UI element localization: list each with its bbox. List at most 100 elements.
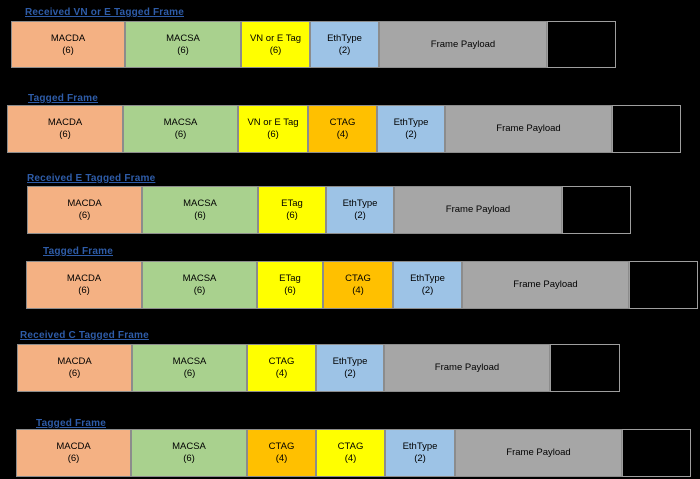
field-box-macda: MACDA (6) <box>17 344 132 392</box>
field-label: EthType <box>410 273 445 284</box>
field-box-macda: MACDA (6) <box>27 186 142 234</box>
field-byte-count: (6) <box>177 44 189 56</box>
frame-row-title-received-e-tagged-frame-2: Received E Tagged Frame <box>27 173 156 184</box>
trailing-empty-box <box>550 344 620 392</box>
field-box-macsa: MACSA (6) <box>132 344 247 392</box>
field-label: EthType <box>332 356 368 367</box>
field-byte-count: (2) <box>421 285 434 296</box>
field-label: VN or E Tag <box>249 32 302 44</box>
field-label: Frame Payload <box>445 204 511 215</box>
frame-row-title-tagged-frame-1: Tagged Frame <box>28 93 99 104</box>
field-label: MACSA <box>182 273 217 284</box>
field-label: CTAG <box>268 356 295 367</box>
field-box-macsa: MACSA (6) <box>131 429 247 477</box>
frame-row-title-tagged-frame-5: Tagged Frame <box>36 418 107 429</box>
field-box-macda: MACDA (6) <box>11 21 125 68</box>
field-label: Frame Payload <box>430 38 496 50</box>
field-label: CTAG <box>337 441 364 452</box>
field-box-ethtype: EthType (2) <box>326 186 394 234</box>
trailing-empty-box <box>562 186 631 234</box>
trailing-empty-box <box>612 105 681 153</box>
field-byte-count: (4) <box>352 285 364 296</box>
field-byte-count: (6) <box>269 44 282 56</box>
field-label: Frame Payload <box>506 447 571 458</box>
field-label: EthType <box>342 198 378 209</box>
field-byte-count: (4) <box>344 453 357 464</box>
field-box-frame-payload: Frame Payload <box>462 261 629 309</box>
field-box-frame-payload: Frame Payload <box>394 186 562 234</box>
field-label: MACDA <box>67 198 102 209</box>
field-label: CTAG <box>329 117 356 128</box>
field-label: MACDA <box>57 356 92 367</box>
trailing-empty-box <box>547 21 616 68</box>
field-byte-count: (6) <box>183 453 195 464</box>
field-box-macsa: MACSA (6) <box>142 261 257 309</box>
field-label: MACDA <box>66 273 102 284</box>
field-byte-count: (6) <box>193 285 206 296</box>
field-label: MACDA <box>50 32 86 44</box>
field-label: MACDA <box>56 441 91 452</box>
frame-row-title-received-c-tagged-frame-4: Received C Tagged Frame <box>20 330 149 341</box>
field-byte-count: (6) <box>286 210 298 221</box>
field-box-ethtype: EthType (2) <box>385 429 455 477</box>
field-byte-count: (6) <box>62 44 74 56</box>
field-byte-count: (2) <box>338 44 351 56</box>
field-box-macsa: MACSA (6) <box>123 105 238 153</box>
field-box-macda: MACDA (6) <box>7 105 123 153</box>
field-byte-count: (6) <box>183 368 196 379</box>
field-box-vn-or-e-tag: VN or E Tag (6) <box>241 21 310 68</box>
field-byte-count: (2) <box>405 129 417 140</box>
field-box-ethtype: EthType (2) <box>393 261 462 309</box>
field-byte-count: (6) <box>284 285 296 296</box>
field-byte-count: (2) <box>344 368 356 379</box>
field-byte-count: (6) <box>78 285 90 296</box>
field-box-ethtype: EthType (2) <box>310 21 379 68</box>
field-box-macda: MACDA (6) <box>26 261 142 309</box>
field-byte-count: (6) <box>267 129 279 140</box>
field-label: MACSA <box>183 198 217 209</box>
field-label: EthType <box>402 441 438 452</box>
field-label: MACSA <box>166 32 200 44</box>
field-byte-count: (6) <box>174 129 187 140</box>
field-box-ctag: CTAG (4) <box>316 429 385 477</box>
field-box-frame-payload: Frame Payload <box>384 344 550 392</box>
field-box-vn-or-e-tag: VN or E Tag (6) <box>238 105 308 153</box>
field-label: VN or E Tag <box>247 117 299 128</box>
field-label: CTAG <box>345 273 371 284</box>
field-byte-count: (4) <box>336 129 349 140</box>
field-label: EthType <box>327 32 362 44</box>
field-label: Frame Payload <box>434 362 500 373</box>
field-label: MACSA <box>163 117 198 128</box>
field-byte-count: (2) <box>354 210 366 221</box>
trailing-empty-box <box>622 429 691 477</box>
field-byte-count: (4) <box>275 453 288 464</box>
field-box-ethtype: EthType (2) <box>377 105 445 153</box>
field-box-frame-payload: Frame Payload <box>379 21 547 68</box>
field-byte-count: (6) <box>194 210 206 221</box>
field-label: CTAG <box>268 441 295 452</box>
field-byte-count: (6) <box>68 368 81 379</box>
field-byte-count: (6) <box>78 210 91 221</box>
field-label: MACSA <box>172 441 206 452</box>
frame-row-title-received-vn-or-e-tagged-frame-0: Received VN or E Tagged Frame <box>25 7 184 18</box>
field-box-macda: MACDA (6) <box>16 429 131 477</box>
field-box-macsa: MACSA (6) <box>125 21 241 68</box>
field-box-ctag: CTAG (4) <box>247 429 316 477</box>
field-box-frame-payload: Frame Payload <box>445 105 612 153</box>
field-box-etag: ETag (6) <box>258 186 326 234</box>
field-box-ethtype: EthType (2) <box>316 344 384 392</box>
field-label: ETag <box>281 198 303 209</box>
field-label: ETag <box>279 273 301 284</box>
field-byte-count: (6) <box>67 453 80 464</box>
frame-row-title-tagged-frame-3: Tagged Frame <box>43 246 114 257</box>
field-box-ctag: CTAG (4) <box>308 105 377 153</box>
field-byte-count: (4) <box>275 368 288 379</box>
field-box-etag: ETag (6) <box>257 261 323 309</box>
field-label: MACSA <box>172 356 207 367</box>
field-label: Frame Payload <box>513 279 578 290</box>
field-label: EthType <box>393 117 429 128</box>
field-label: Frame Payload <box>496 123 561 134</box>
trailing-empty-box <box>629 261 698 309</box>
field-box-frame-payload: Frame Payload <box>455 429 622 477</box>
